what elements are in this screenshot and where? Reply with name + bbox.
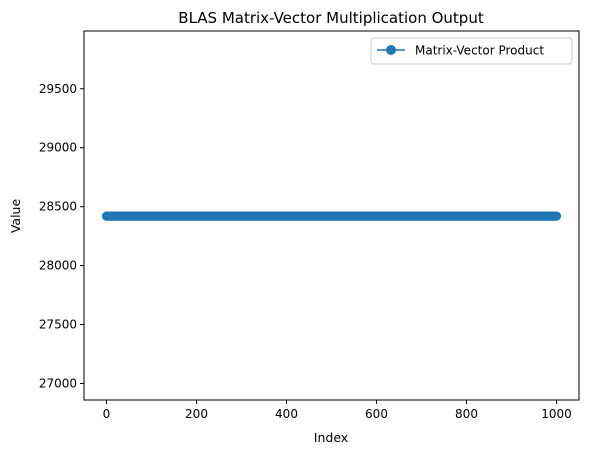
x-axis-label: Index: [314, 430, 348, 445]
x-tick-label: 1000: [541, 407, 572, 421]
x-tick-label: 800: [455, 407, 478, 421]
legend-series-label: Matrix-Vector Product: [415, 44, 544, 58]
x-tick-label: 0: [103, 407, 111, 421]
y-tick-label: 28500: [39, 200, 77, 214]
x-tick-label: 200: [185, 407, 208, 421]
y-tick-label: 29500: [39, 82, 77, 96]
y-tick-label: 27500: [39, 318, 77, 332]
series-layer: [101, 211, 562, 221]
chart-title: BLAS Matrix-Vector Multiplication Output: [178, 9, 484, 27]
x-tick-label: 400: [275, 407, 298, 421]
y-tick-label: 27000: [39, 376, 77, 390]
series-points: [101, 211, 562, 221]
axes-frame: [83, 30, 580, 401]
y-axis-ticks: 27000 27500 28000 28500 29000 29500: [39, 82, 84, 390]
plot-area: [83, 30, 580, 401]
y-tick-label: 28000: [39, 259, 77, 273]
y-tick-label: 29000: [39, 141, 77, 155]
legend-marker: [386, 45, 396, 55]
data-point: [551, 211, 562, 221]
x-tick-label: 600: [365, 407, 388, 421]
x-axis-ticks: 0 200 400 600 800 1000: [103, 400, 572, 421]
y-axis-label: Value: [8, 199, 23, 234]
legend-box: [370, 37, 573, 65]
legend: Matrix-Vector Product: [370, 37, 573, 65]
